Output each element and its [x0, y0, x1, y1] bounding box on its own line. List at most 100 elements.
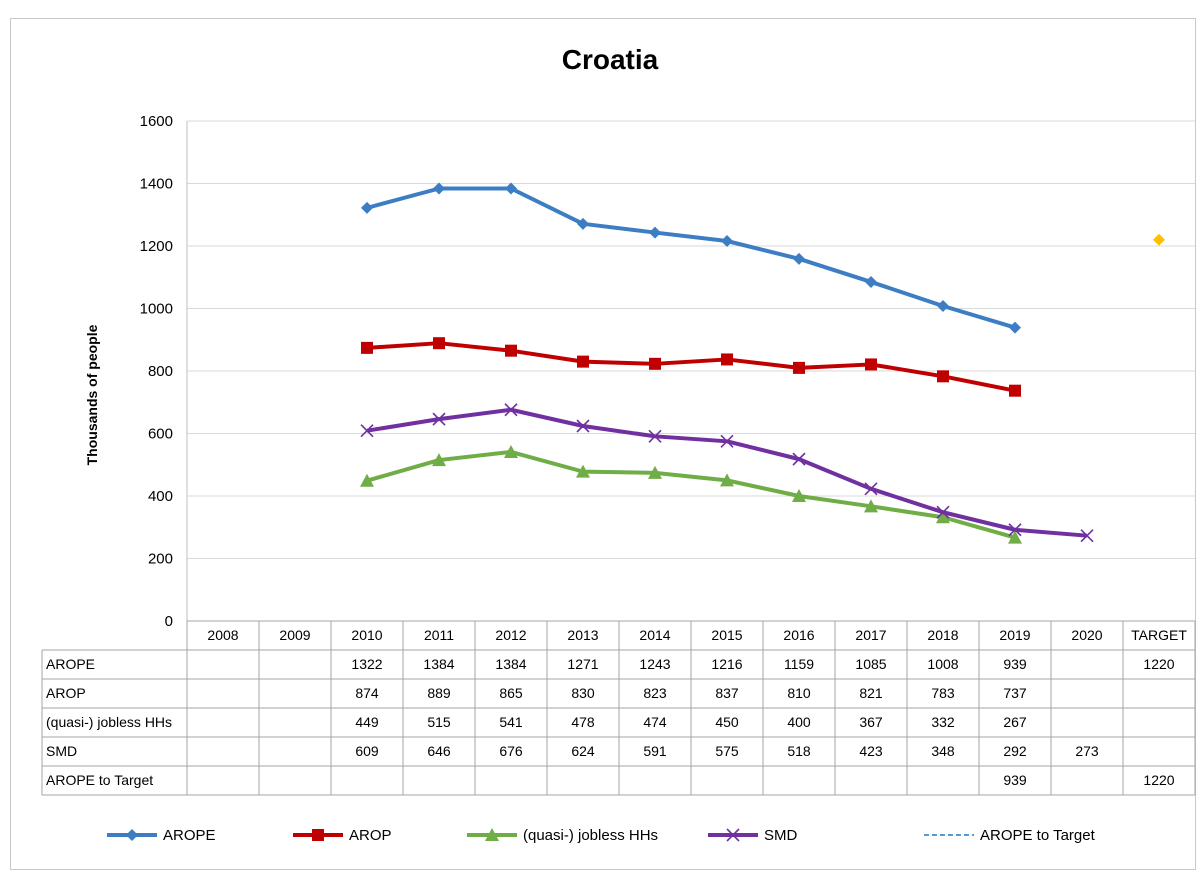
point-arop-2016	[793, 361, 805, 374]
x-tick-target: TARGET	[1131, 627, 1187, 643]
point-quasi-jobless-hhs-2010	[360, 473, 374, 487]
point-arope-2019	[1009, 321, 1021, 334]
point-arop-2010	[361, 341, 373, 354]
table-cell-arop-2015: 837	[715, 685, 739, 701]
table-cell-arope-2018: 1008	[927, 656, 958, 672]
table-cell-quasi-jobless-hhs-2018: 332	[931, 714, 955, 730]
table-cell-arop-2013: 830	[571, 685, 595, 701]
x-tick-2017: 2017	[855, 627, 886, 643]
point-smd-2017	[864, 482, 878, 496]
table-cell-arop-2010: 874	[355, 685, 379, 701]
point-quasi-jobless-hhs-2018	[936, 510, 950, 524]
legend-item-smd: SMD	[708, 827, 798, 844]
point-arope-2011	[433, 182, 445, 195]
table-cell-arope-to-target-2019: 939	[1003, 772, 1027, 788]
point-quasi-jobless-hhs-2013	[576, 464, 590, 478]
point-quasi-jobless-hhs-2019	[1008, 530, 1022, 544]
legend-marker-arope	[126, 829, 138, 841]
grid-layer	[186, 120, 1195, 621]
series-line-smd	[366, 407, 1088, 538]
table-cell-smd-2013: 624	[571, 743, 595, 759]
series-smd	[360, 403, 1094, 543]
table-cell-arop-2019: 737	[1003, 685, 1027, 701]
legend-label-smd: SMD	[764, 827, 798, 844]
table-row-label-smd: SMD	[46, 743, 77, 759]
table-cell-arope-2014: 1243	[639, 656, 670, 672]
table-cell-arope-2017: 1085	[855, 656, 886, 672]
point-smd-2018	[936, 505, 950, 519]
table-cell-arope-2011: 1384	[423, 656, 454, 672]
table-cell-smd-2019: 292	[1003, 743, 1027, 759]
point-arop-2015	[721, 353, 733, 366]
point-smd-2019	[1008, 523, 1022, 537]
point-smd-2016	[792, 452, 806, 466]
point-arope-2013	[577, 217, 589, 230]
point-arop-2011	[433, 337, 445, 350]
legend-label-arope-to-target: AROPE to Target	[980, 827, 1096, 844]
chart-title: Croatia	[562, 44, 659, 75]
point-quasi-jobless-hhs-2011	[432, 453, 446, 467]
table-cell-smd-2012: 676	[499, 743, 523, 759]
table-cell-quasi-jobless-hhs-2012: 541	[499, 714, 523, 730]
point-arop-2018	[937, 370, 949, 383]
table-cell-quasi-jobless-hhs-2011: 515	[427, 714, 451, 730]
table-cell-arope-target: 1220	[1143, 656, 1174, 672]
chart-svg: Croatia Thousands of people 0 200 400 600 80…	[41, 44, 1196, 844]
table-cell-arop-2018: 783	[931, 685, 955, 701]
table-cell-arop-2016: 810	[787, 685, 811, 701]
table-cell-arope-2019: 939	[1003, 656, 1027, 672]
series-line-arope	[366, 186, 1016, 330]
series-arope	[361, 182, 1021, 334]
point-arope-2017	[865, 275, 877, 288]
point-arope-2010	[361, 201, 373, 214]
table-cell-quasi-jobless-hhs-2014: 474	[643, 714, 667, 730]
series-layer	[360, 182, 1165, 544]
table-cell-smd-2010: 609	[355, 743, 379, 759]
y-tick-1200: 1200	[140, 238, 173, 255]
x-tick-2011: 2011	[424, 627, 454, 643]
series-line-arop	[366, 341, 1016, 393]
table-cell-arope-2012: 1384	[495, 656, 526, 672]
table-cell-arop-2014: 823	[643, 685, 667, 701]
point-smd-2015	[720, 434, 734, 448]
x-tick-2010: 2010	[351, 627, 382, 643]
table-cell-smd-2017: 423	[859, 743, 883, 759]
legend-marker-arop	[312, 829, 324, 841]
table-cell-quasi-jobless-hhs-2010: 449	[355, 714, 379, 730]
legend-item-arope: AROPE	[107, 827, 216, 844]
y-tick-labels: 0 200 400 600 800 1000 1200 1400 1600	[140, 113, 173, 630]
legend-marker-quasi-jobless-hhs	[485, 828, 499, 841]
y-tick-800: 800	[148, 363, 173, 380]
x-tick-2019: 2019	[999, 627, 1030, 643]
point-smd-2014	[648, 429, 662, 443]
point-smd-2010	[360, 424, 374, 438]
table-cell-smd-2014: 591	[643, 743, 667, 759]
point-quasi-jobless-hhs-2016	[792, 489, 806, 502]
point-arope-2015	[721, 235, 733, 247]
point-smd-2012	[504, 403, 518, 417]
table-cell-arop-2017: 821	[859, 685, 883, 701]
legend-label-arop: AROP	[349, 827, 392, 844]
table-cell-arope-2016: 1159	[784, 656, 814, 672]
table-cell-quasi-jobless-hhs-2017: 367	[859, 714, 883, 730]
point-quasi-jobless-hhs-2012	[504, 444, 518, 458]
table-row-label-arop: AROP	[46, 685, 86, 701]
point-smd-2011	[432, 412, 446, 426]
table-cell-arope-to-target-target: 1220	[1143, 772, 1174, 788]
chart-frame: Croatia Thousands of people 0 200 400 600 80…	[10, 18, 1196, 870]
x-tick-2013: 2013	[567, 627, 598, 643]
point-target	[1153, 233, 1165, 246]
table-cell-arop-2012: 865	[499, 685, 523, 701]
x-tick-2009: 2009	[279, 627, 310, 643]
y-tick-400: 400	[148, 488, 173, 505]
series-quasi-jobless-hhs	[360, 444, 1022, 544]
point-smd-2013	[576, 419, 590, 433]
x-tick-2015: 2015	[711, 627, 742, 643]
table-cell-smd-2020: 273	[1075, 743, 1099, 759]
table-cell-quasi-jobless-hhs-2019: 267	[1003, 714, 1027, 730]
point-arope-2018	[937, 300, 949, 312]
legend-item-arope-to-target: AROPE to Target	[924, 827, 1096, 844]
table-cell-quasi-jobless-hhs-2016: 400	[787, 714, 811, 730]
y-tick-600: 600	[148, 426, 173, 443]
series-line-quasi-jobless-hhs	[366, 449, 1016, 540]
